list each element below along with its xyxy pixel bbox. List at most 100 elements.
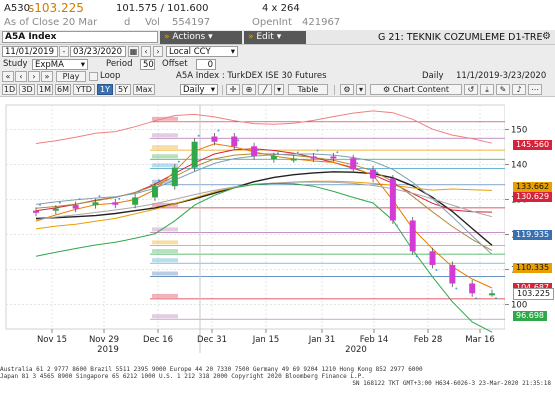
- reset-icon[interactable]: ↺: [464, 84, 478, 95]
- start-date-input[interactable]: 11/01/2019: [2, 46, 58, 57]
- play-button[interactable]: Play: [56, 71, 86, 82]
- period-button-1m[interactable]: 1M: [37, 84, 53, 95]
- candle-body: [251, 146, 258, 157]
- period-button-5y[interactable]: 5Y: [115, 84, 131, 95]
- chevron-right-icon[interactable]: ›: [153, 46, 163, 57]
- x-axis-tick-label: Feb 28: [414, 335, 443, 345]
- price-tag: 110.335: [513, 263, 553, 274]
- period-button-ytd[interactable]: YTD: [73, 84, 95, 95]
- fib-level-tag: [152, 258, 178, 263]
- sar-dot: [39, 203, 41, 206]
- chevron-down-icon: ▾: [80, 60, 85, 70]
- chevron-left-icon[interactable]: ‹: [141, 46, 151, 57]
- y-axis-tick-label: 100: [511, 301, 527, 311]
- x-axis-tick-label: Nov 15: [37, 335, 67, 345]
- settings-icon[interactable]: ⚙: [340, 84, 354, 95]
- candle-body: [270, 156, 277, 160]
- loop-checkbox[interactable]: [89, 72, 98, 81]
- edit-menu[interactable]: » Edit ▾: [244, 31, 306, 44]
- sar-dot: [98, 195, 101, 198]
- bell-icon[interactable]: ♪: [512, 84, 526, 95]
- chevron-down-icon: ▾: [208, 32, 213, 42]
- period-button-6m[interactable]: 6M: [55, 84, 71, 95]
- zoom-icon[interactable]: ⊕: [242, 84, 256, 95]
- rewind-icon[interactable]: «: [2, 71, 14, 82]
- candle-body: [350, 158, 357, 170]
- sar-dot: [296, 151, 299, 154]
- sar-dot: [237, 139, 240, 142]
- sar-dot: [118, 197, 121, 200]
- fast-forward-icon[interactable]: »: [41, 71, 53, 82]
- period-button-max[interactable]: Max: [133, 84, 155, 95]
- offset-input[interactable]: 0: [196, 59, 216, 70]
- series-line: [35, 182, 493, 333]
- calendar-icon[interactable]: ▦: [128, 46, 139, 57]
- currency-select[interactable]: Local CCY ▾: [166, 46, 238, 57]
- period-button-1y[interactable]: 1Y: [97, 84, 113, 95]
- fib-level-tag: [152, 179, 178, 184]
- series-line: [35, 171, 493, 246]
- price-tag: 96.698: [513, 311, 547, 322]
- ticker: A530: [4, 3, 30, 14]
- x-axis-tick-label: Dec 31: [197, 335, 227, 345]
- sar-dot: [276, 152, 279, 155]
- fib-level-tag: [152, 293, 178, 298]
- chevron-down-icon: ▾: [276, 32, 282, 42]
- period-button-3d[interactable]: 3D: [19, 84, 35, 95]
- fib-level-tag: [152, 133, 178, 138]
- actions-menu[interactable]: » Actions ▾: [160, 31, 242, 44]
- year-label: 2020: [345, 345, 367, 355]
- draw-line-icon[interactable]: ╱: [258, 84, 272, 95]
- period-button-1d[interactable]: 1D: [2, 84, 17, 95]
- security-name: A5A Index : TurkDEX ISE 30 Futures: [176, 71, 327, 81]
- gear-icon[interactable]: ⚙: [542, 31, 551, 42]
- sar-dot: [257, 149, 260, 152]
- crosshair-icon[interactable]: ✛: [226, 84, 240, 95]
- price-tag: 133.662: [513, 181, 553, 192]
- candle-body: [389, 178, 396, 221]
- period-input[interactable]: 50: [140, 59, 155, 70]
- fib-level-tag: [152, 202, 178, 207]
- candle-body: [33, 210, 39, 213]
- step-back-icon[interactable]: ‹: [15, 71, 27, 82]
- chart-content-button[interactable]: ⚙ Chart Content: [370, 84, 462, 95]
- toolbar-divider: [334, 85, 335, 95]
- bid-ask-range: 101.575 / 101.600: [116, 3, 209, 14]
- last-price: s103.225: [28, 1, 84, 15]
- footer-contacts: Australia 61 2 9777 8600 Brazil 5511 239…: [0, 366, 423, 373]
- loop-label: Loop: [100, 71, 121, 81]
- playback-row: « ‹ › » Play Loop A5A Index : TurkDEX IS…: [0, 71, 555, 83]
- offset-label: Offset: [162, 59, 188, 69]
- price-tag: 103.225: [513, 288, 555, 301]
- more-icon[interactable]: ⋯: [528, 84, 542, 95]
- candle-body: [489, 293, 495, 296]
- study-select[interactable]: ExpMA ▾: [32, 59, 88, 70]
- step-forward-icon[interactable]: ›: [28, 71, 40, 82]
- sar-dot: [495, 297, 497, 300]
- plot-area: [5, 104, 506, 330]
- series-line: [35, 153, 493, 255]
- note-icon[interactable]: ✎: [496, 84, 510, 95]
- openint-value: 421967: [302, 17, 341, 28]
- chevron-down-icon[interactable]: ▾: [274, 84, 284, 95]
- security-field[interactable]: A5A Index: [2, 31, 158, 43]
- candle-body: [330, 156, 337, 159]
- candle-body: [112, 202, 119, 205]
- frequency-label: Daily: [422, 71, 444, 81]
- series-line: [35, 153, 493, 252]
- table-button[interactable]: Table: [288, 84, 328, 95]
- candle-body: [211, 136, 218, 142]
- candle-body: [469, 283, 476, 294]
- candle-body: [290, 158, 297, 161]
- end-date-input[interactable]: 03/23/2020: [70, 46, 126, 57]
- openint-label: OpenInt: [252, 17, 292, 28]
- y-axis-tick-label: 140: [511, 161, 527, 171]
- sar-dot: [376, 171, 379, 174]
- sar-dot: [138, 190, 141, 193]
- chevron-down-icon[interactable]: ▾: [356, 84, 366, 95]
- gear-icon: ⚙: [382, 85, 393, 94]
- frequency-select[interactable]: Daily ▾: [180, 84, 218, 95]
- export-icon[interactable]: ⤓: [480, 84, 494, 95]
